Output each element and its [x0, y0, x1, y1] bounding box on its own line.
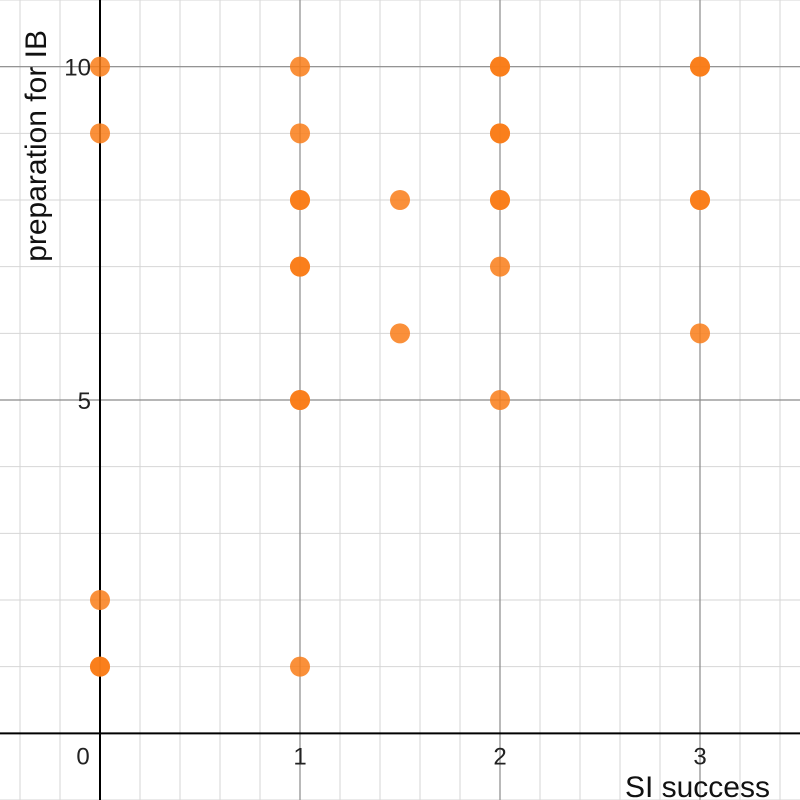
data-point — [490, 56, 510, 77]
data-point — [490, 256, 510, 277]
x-axis-title: SI success — [625, 771, 770, 800]
data-point — [390, 323, 410, 344]
data-point — [290, 656, 310, 677]
x-tick-label: 3 — [693, 743, 706, 770]
data-points — [90, 56, 710, 677]
data-point — [290, 56, 310, 77]
data-point — [690, 56, 710, 77]
data-point — [290, 390, 310, 410]
y-tick-label: 5 — [78, 388, 91, 415]
x-tick-label: 1 — [293, 743, 306, 770]
x-tick-label: 0 — [76, 743, 89, 770]
data-point — [90, 656, 110, 677]
data-point — [690, 190, 710, 210]
data-point — [90, 56, 110, 77]
tick-labels: 0 1 2 3 5 10 — [64, 55, 706, 771]
data-point — [390, 190, 410, 210]
data-point — [290, 256, 310, 277]
data-point — [90, 590, 110, 610]
data-point — [290, 190, 310, 210]
y-tick-label: 10 — [64, 55, 91, 82]
data-point — [90, 123, 110, 144]
y-axis-title: preparation for IB — [20, 30, 53, 262]
data-point — [690, 323, 710, 344]
data-point — [490, 390, 510, 410]
data-point — [490, 190, 510, 210]
x-tick-label: 2 — [493, 743, 506, 770]
data-point — [490, 123, 510, 144]
data-point — [290, 123, 310, 144]
